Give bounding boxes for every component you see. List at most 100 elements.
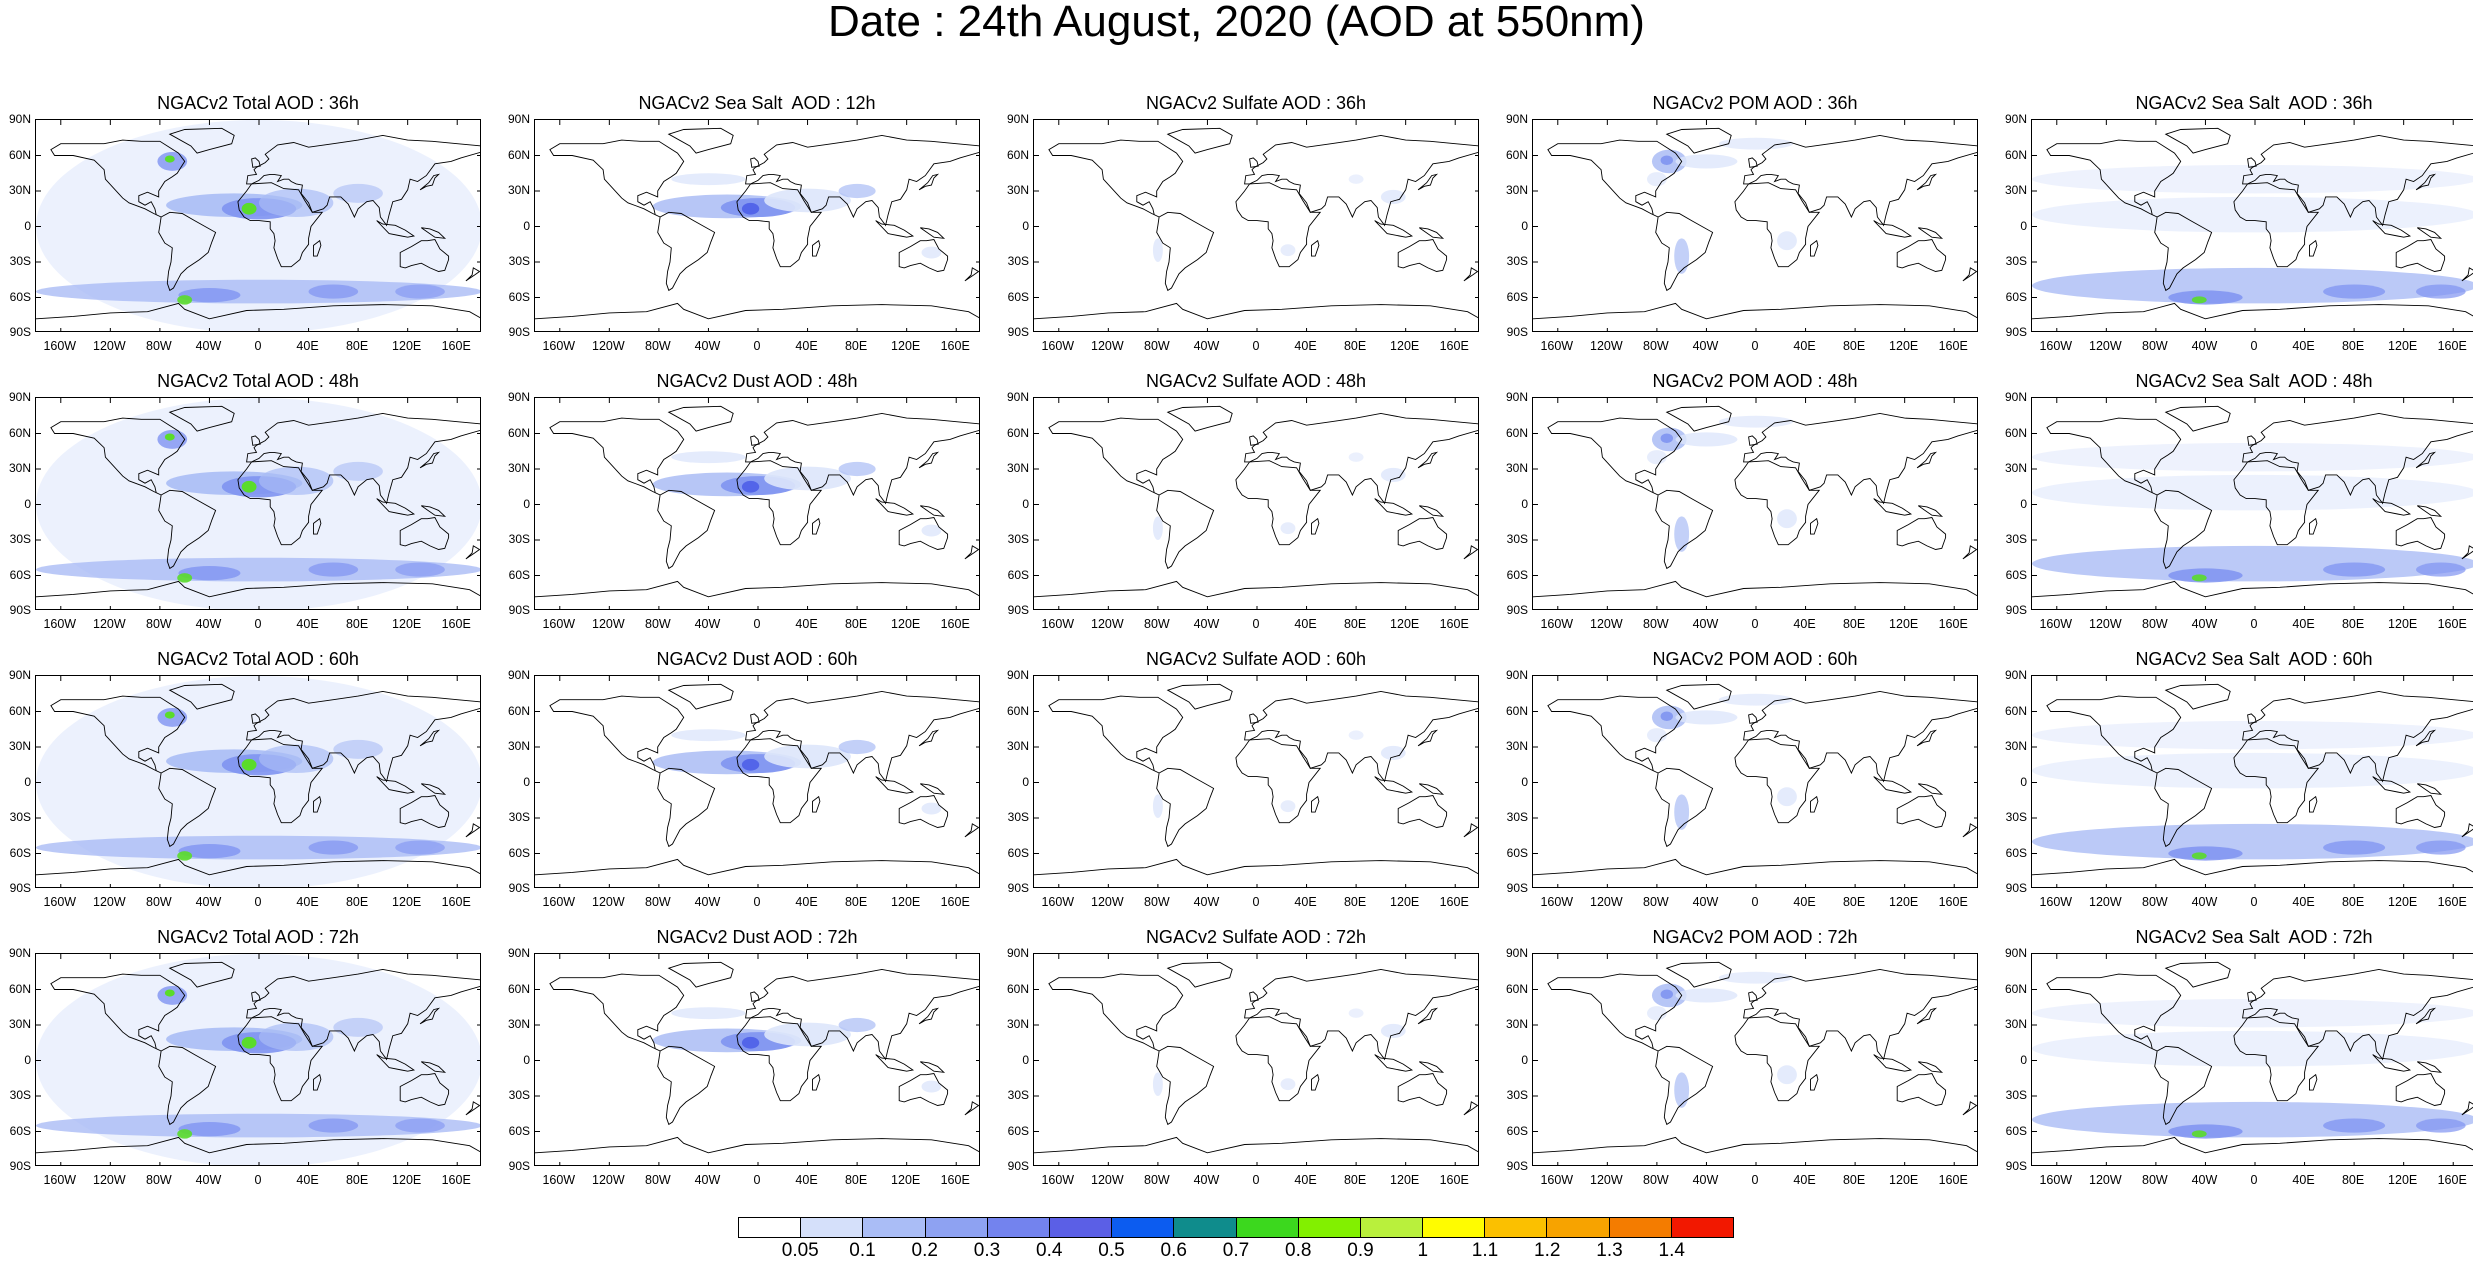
- aod-shading: [741, 202, 760, 215]
- aod-shading: [164, 433, 175, 441]
- coastline-indonesia: [2372, 1054, 2412, 1072]
- longitude-label: 160W: [2039, 617, 2073, 631]
- longitude-label: 160W: [1041, 895, 1075, 909]
- latitude-label: 30S: [1007, 254, 1029, 268]
- latitude-label: 30S: [2005, 532, 2027, 546]
- coastline-new-zealand: [1962, 267, 1977, 282]
- aod-shading: [1674, 238, 1690, 274]
- longitude-label: 120E: [392, 895, 422, 909]
- longitude-label: 80W: [146, 617, 172, 631]
- latitude-label: 60N: [507, 425, 530, 440]
- latitude-label: 60S: [1506, 845, 1528, 860]
- coastline-north-america: [2046, 695, 2182, 774]
- aod-shading: [741, 758, 760, 771]
- latitude-label: 0: [1022, 496, 1029, 511]
- map-panel: NGACv2 Sulfate AOD : 60h 90N 60N 30N 0 30S 60S…: [1007, 650, 1479, 920]
- longitude-label: 80E: [345, 1173, 369, 1187]
- panel-title: NGACv2 POM AOD : 36h: [1652, 93, 1858, 113]
- coastline-new-zealand: [465, 1101, 480, 1116]
- coastline-uk: [2247, 435, 2257, 446]
- coastline-africa: [1235, 182, 1322, 268]
- latitude-label: 90S: [9, 603, 31, 617]
- coastline-uk: [251, 991, 261, 1002]
- coastline-greenland: [168, 405, 235, 432]
- coastline-antarctica-coast: [36, 858, 480, 876]
- coastline-japan: [1916, 173, 1938, 191]
- longitude-label: 80W: [1144, 895, 1170, 909]
- longitude-label: 0: [1751, 1173, 1759, 1187]
- latitude-label: 30S: [2005, 810, 2027, 824]
- longitude-label: 120E: [891, 1173, 921, 1187]
- longitude-label: 160W: [2039, 1173, 2073, 1187]
- longitude-label: 40W: [1692, 1173, 1719, 1187]
- aod-shading: [2032, 474, 2473, 511]
- latitude-label: 60S: [1506, 1123, 1528, 1138]
- colorbar-tick-label: 0.4: [1036, 1240, 1063, 1261]
- latitude-label: 30S: [2005, 1088, 2027, 1102]
- aod-shading: [2168, 568, 2243, 583]
- coastline-uk: [251, 435, 261, 446]
- map-canvas: [1533, 954, 1977, 1165]
- aod-shading: [164, 711, 175, 719]
- coastline-africa: [1734, 1016, 1821, 1102]
- colorbar-swatch: [739, 1218, 802, 1237]
- aod-shading: [1777, 1065, 1797, 1085]
- coastline-new-guinea: [421, 783, 447, 795]
- latitude-label: 90N: [1006, 946, 1029, 960]
- coastline-indonesia: [2372, 776, 2412, 794]
- colorbar-swatch: [1360, 1218, 1424, 1237]
- coastline-eurasia: [1743, 412, 1977, 505]
- coastline-antarctica-coast: [2032, 302, 2473, 320]
- longitude-label: 120W: [1590, 339, 1623, 353]
- latitude-label: 90S: [1506, 881, 1528, 895]
- coastline-eurasia: [246, 690, 480, 783]
- colorbar-swatches: [738, 1217, 1734, 1238]
- aod-shading: [1280, 244, 1296, 257]
- longitude-label: 160E: [1439, 339, 1469, 353]
- latitude-label: 30S: [508, 254, 530, 268]
- coastline-madagascar: [1311, 1073, 1320, 1091]
- coastline-new-zealand: [2461, 545, 2473, 560]
- aod-shading: [1675, 988, 1738, 1003]
- latitude-label: 30N: [1505, 461, 1528, 475]
- coastline-new-guinea: [421, 1061, 447, 1073]
- coastline-new-guinea: [920, 1061, 946, 1073]
- longitude-label: 160E: [2437, 895, 2467, 909]
- longitude-label: 40W: [694, 339, 721, 353]
- colorbar-swatch: [863, 1218, 926, 1237]
- aod-shading: [1646, 728, 1667, 743]
- aod-map: [2031, 953, 2473, 1166]
- colorbar-tick-label: 0.3: [973, 1240, 1001, 1261]
- coastline-eurasia: [745, 690, 979, 783]
- latitude-label: 30S: [9, 532, 31, 546]
- latitude-label: 60S: [1007, 567, 1029, 582]
- coastline-new-zealand: [1463, 267, 1478, 282]
- aod-shading: [241, 758, 257, 771]
- coastline-greenland: [2164, 127, 2231, 154]
- longitude-label: 160W: [1041, 339, 1075, 353]
- coastline-eurasia: [1743, 690, 1977, 783]
- latitude-label: 90S: [1506, 1159, 1528, 1173]
- latitude-label: 90N: [1505, 946, 1528, 960]
- latitude-label: 60S: [508, 567, 530, 582]
- longitude-label: 80W: [645, 1173, 671, 1187]
- coastline-new-guinea: [1419, 505, 1445, 517]
- latitude-label: 0: [523, 496, 530, 511]
- longitude-label: 160E: [441, 895, 471, 909]
- longitude-label: 40E: [1294, 1173, 1317, 1187]
- latitude-label: 90N: [1505, 112, 1528, 126]
- coastline-greenland: [168, 683, 235, 710]
- longitude-label: 80E: [2341, 617, 2365, 631]
- latitude-label: 60S: [1007, 289, 1029, 304]
- coastline-greenland: [1166, 127, 1233, 154]
- panel-title: NGACv2 Total AOD : 60h: [157, 649, 359, 669]
- colorbar-swatch: [1485, 1218, 1548, 1237]
- coastline-eurasia: [246, 412, 480, 505]
- map-panel: NGACv2 Total AOD : 36h 90N 60N 30N 0 30S 60S 90…: [9, 94, 481, 364]
- panel-title: NGACv2 Sea Salt AOD : 60h: [2135, 649, 2373, 669]
- latitude-label: 30S: [1007, 532, 1029, 546]
- longitude-label: 40W: [694, 1173, 721, 1187]
- longitude-label: 80W: [1643, 617, 1669, 631]
- coastline-africa: [1734, 182, 1821, 268]
- coastline-uk: [251, 157, 261, 168]
